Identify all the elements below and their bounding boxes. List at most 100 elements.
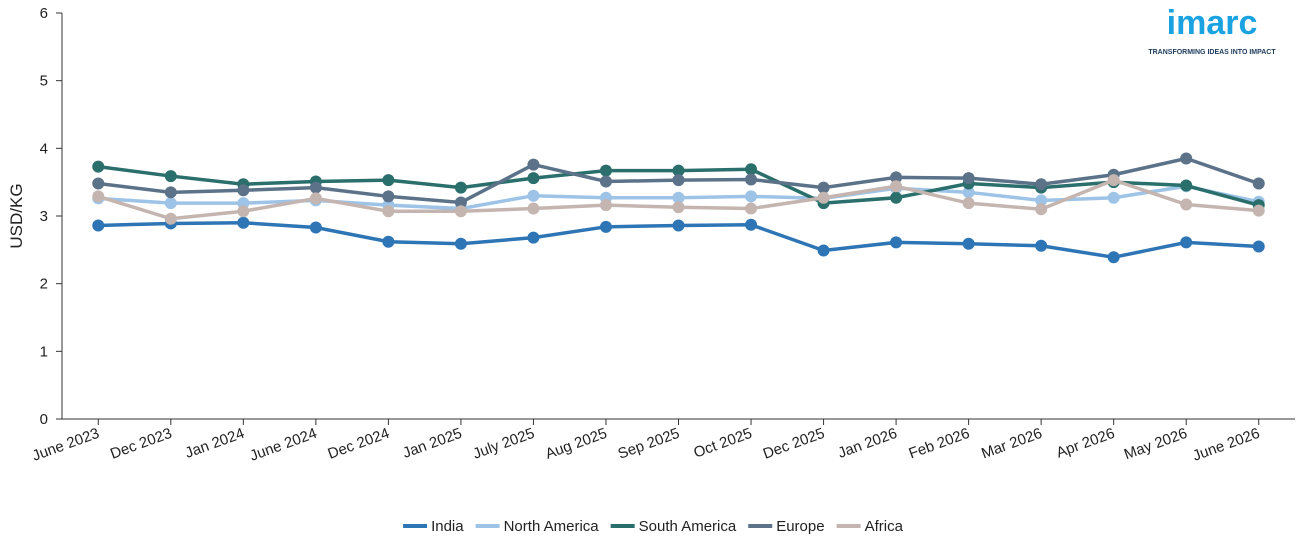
data-point: [92, 177, 105, 190]
data-point: [599, 220, 612, 233]
y-tick-label: 1: [40, 343, 48, 360]
data-point: [890, 171, 903, 184]
data-point: [745, 190, 758, 203]
data-point: [92, 190, 105, 203]
data-point: [1180, 236, 1193, 249]
legend-label: Europe: [776, 518, 824, 535]
data-point: [527, 231, 540, 244]
data-point: [745, 202, 758, 215]
x-tick-label: Feb 2026: [907, 425, 972, 463]
y-tick-label: 2: [40, 276, 48, 293]
data-point: [1180, 179, 1193, 192]
data-point: [309, 192, 322, 205]
data-point: [309, 181, 322, 194]
data-point: [164, 186, 177, 199]
data-point: [599, 175, 612, 188]
data-point: [817, 191, 830, 204]
data-point: [672, 164, 685, 177]
data-point: [454, 237, 467, 250]
x-tick-label: May 2026: [1122, 425, 1190, 464]
x-tick-label: June 2026: [1190, 425, 1262, 465]
data-point: [164, 212, 177, 225]
data-point: [1035, 203, 1048, 216]
x-tick-label: Oct 2025: [691, 425, 754, 462]
data-point: [382, 190, 395, 203]
data-point: [962, 172, 975, 185]
data-point: [454, 196, 467, 209]
data-point: [527, 172, 540, 185]
legend-label: North America: [504, 518, 600, 535]
data-point: [1035, 239, 1048, 252]
data-point: [745, 218, 758, 231]
legend: India North America South America Europe Afr…: [403, 518, 904, 535]
data-point: [962, 186, 975, 199]
x-tick-label: Jan 2024: [183, 425, 247, 462]
data-point: [745, 163, 758, 176]
data-point: [962, 197, 975, 210]
x-tick-label: June 2024: [248, 425, 320, 465]
data-point: [672, 201, 685, 214]
data-point: [164, 197, 177, 210]
data-point: [1035, 178, 1048, 191]
data-point: [817, 244, 830, 257]
x-tick-label: July 2025: [471, 425, 537, 463]
x-tick-label: Jan 2026: [836, 425, 900, 462]
data-point: [1252, 204, 1265, 217]
data-point: [890, 236, 903, 249]
data-point: [382, 235, 395, 248]
data-point: [1252, 177, 1265, 190]
legend-label: India: [431, 518, 464, 535]
data-point: [527, 158, 540, 171]
data-point: [599, 199, 612, 212]
data-point: [745, 173, 758, 186]
x-tick-label: Dec 2025: [761, 425, 827, 463]
x-tick-label: Dec 2024: [326, 425, 392, 463]
data-point: [890, 180, 903, 193]
logo-name: imarc: [1167, 4, 1258, 42]
data-point: [237, 205, 250, 218]
data-point: [1180, 152, 1193, 165]
x-tick-label: June 2023: [30, 425, 102, 465]
x-tick-label: Mar 2026: [979, 425, 1044, 463]
x-tick-label: Jan 2025: [400, 425, 464, 462]
data-point: [890, 191, 903, 204]
data-point: [1035, 194, 1048, 207]
data-point: [92, 160, 105, 173]
x-tick-label: Aug 2025: [543, 425, 609, 463]
data-point: [164, 170, 177, 183]
y-tick-label: 3: [40, 208, 48, 225]
data-point: [309, 221, 322, 234]
data-point: [1180, 198, 1193, 211]
data-point: [1107, 191, 1120, 204]
data-point: [454, 181, 467, 194]
y-tick-label: 5: [40, 73, 48, 90]
y-tick-label: 6: [40, 5, 48, 22]
data-point: [527, 189, 540, 202]
data-point: [817, 181, 830, 194]
data-point: [237, 216, 250, 229]
y-tick-label: 0: [40, 411, 48, 428]
data-point: [382, 174, 395, 187]
x-tick-label: Sep 2025: [616, 425, 682, 463]
data-point: [962, 237, 975, 250]
data-point: [672, 174, 685, 187]
data-point: [1107, 174, 1120, 187]
x-tick-label: Apr 2026: [1054, 425, 1117, 462]
data-point: [1252, 240, 1265, 253]
y-axis-label: USD/KG: [7, 183, 26, 248]
data-point: [599, 164, 612, 177]
data-point: [92, 219, 105, 232]
data-point: [454, 205, 467, 218]
data-point: [1107, 251, 1120, 264]
logo-tagline: TRANSFORMING IDEAS INTO IMPACT: [1148, 49, 1276, 56]
legend-label: Africa: [865, 518, 904, 535]
x-tick-label: Dec 2023: [108, 425, 174, 463]
data-point: [527, 202, 540, 215]
legend-label: South America: [639, 518, 737, 535]
data-point: [237, 184, 250, 197]
y-tick-label: 4: [40, 140, 48, 157]
data-point: [672, 191, 685, 204]
data-point: [672, 219, 685, 232]
data-point: [382, 205, 395, 218]
